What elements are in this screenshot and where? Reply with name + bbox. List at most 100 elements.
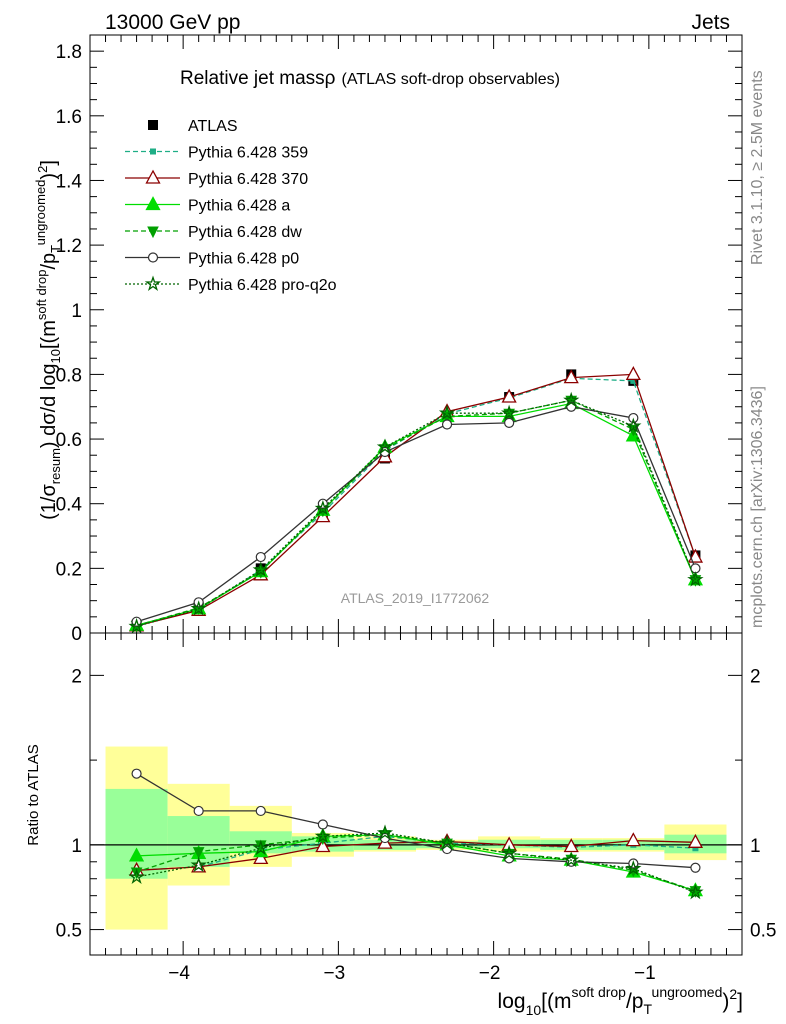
legend-label: Pythia 6.428 p0 (188, 251, 299, 268)
collision-label: 13000 GeV pp (105, 11, 240, 34)
ratio-point-pythia-6-428-pro-q2o (190, 856, 207, 873)
legend: ATLAS Pythia 6.428 359 Pythia 6.428 370 Pyt… (125, 118, 337, 294)
point-pythia-6-428-pro-q2o (252, 561, 269, 577)
ratio-y-tick-label-right: 0.5 (750, 921, 776, 942)
ratio-plot-frame (89, 632, 743, 956)
ratio-point-pythia-6-428-p0 (193, 805, 204, 817)
legend-item-pythia-6-428-359: Pythia 6.428 359 (125, 145, 308, 162)
x-axis-label: log10[(msoft drop/pTungroomed)2] (498, 984, 743, 1018)
ratio-series-pythia-6-428-p0 (131, 768, 701, 873)
rivet-label: Rivet 3.1.10, ≥ 2.5M events (749, 70, 766, 265)
series-line-pythia-6-428-359 (136, 377, 697, 627)
point-pythia-6-428-pro-q2o (563, 391, 580, 408)
x-tick-label: −2 (479, 963, 501, 984)
ratio-point-pythia-6-428-pro-q2o (128, 868, 145, 885)
legend-label: Pythia 6.428 359 (188, 145, 308, 162)
ratio-line-pythia-6-428-pro-q2o (136, 832, 696, 893)
jets-label: Jets (691, 11, 730, 34)
legend-label: Pythia 6.428 a (188, 198, 290, 215)
point-pythia-6-428-359 (630, 377, 637, 384)
point-pythia-6-428-pro-q2o (128, 617, 145, 634)
series-pythia-6-428-pro-q2o (128, 391, 704, 634)
y-tick-label: 1.6 (56, 107, 82, 128)
legend-marker (145, 196, 161, 211)
legend-item-pythia-6-428-a: Pythia 6.428 a (125, 196, 290, 215)
ratio-y-tick-label-right: 2 (750, 666, 761, 687)
legend-marker (147, 226, 159, 239)
ratio-point-pythia-6-428-pro-q2o (438, 834, 456, 851)
x-tick-label: −3 (324, 963, 346, 984)
ratio-point-pythia-6-428-359 (692, 845, 699, 852)
ratio-point-pythia-6-428-p0 (131, 768, 142, 779)
ratio-point-pythia-6-428-370 (625, 832, 641, 847)
legend-label: Pythia 6.428 dw (188, 224, 302, 241)
ratio-point-pythia-6-428-370 (563, 838, 579, 853)
legend-item-pythia-6-428-p0: Pythia 6.428 p0 (125, 251, 299, 268)
main-series-group (128, 366, 704, 634)
ratio-line-pythia-6-428-370 (136, 839, 696, 871)
legend-marker (145, 169, 161, 184)
ratio-point-pythia-6-428-p0 (504, 853, 515, 864)
ratio-line-pythia-6-428-a (136, 834, 696, 892)
point-pythia-6-428-pro-q2o (438, 404, 456, 421)
ratio-point-pythia-6-428-370 (687, 833, 704, 848)
legend-marker (150, 148, 156, 155)
y-axis-label-ratio: Ratio to ATLAS (25, 744, 42, 845)
x-tick-label: −1 (634, 963, 656, 984)
point-pythia-6-428-370 (563, 369, 579, 384)
ratio-point-pythia-6-428-pro-q2o (252, 839, 269, 856)
legend-marker (148, 120, 158, 130)
ratio-point-pythia-6-428-pro-q2o (687, 883, 704, 900)
point-pythia-6-428-p0 (255, 551, 266, 563)
y-tick-label: 1.2 (56, 236, 82, 257)
ratio-point-pythia-6-428-pro-q2o (376, 824, 394, 840)
point-pythia-6-428-p0 (504, 417, 515, 428)
ratio-series-group (128, 768, 704, 900)
mcplots-label: mcplots.cern.ch [arXiv:1306.3436] (749, 386, 766, 628)
point-pythia-6-428-pro-q2o (687, 571, 704, 587)
y-tick-label: 1.4 (56, 171, 83, 192)
y-tick-label: 0.2 (56, 559, 82, 580)
ratio-point-pythia-6-428-pro-q2o (314, 827, 331, 844)
point-pythia-6-428-pro-q2o (625, 417, 642, 434)
y-tick-label: 0 (71, 624, 82, 645)
point-pythia-6-428-pro-q2o (376, 438, 394, 455)
ratio-y-tick-label-right: 1 (750, 836, 761, 857)
ratio-series-pythia-6-428-pro-q2o (128, 824, 704, 900)
y-tick-label: 1 (71, 301, 82, 322)
legend-item-pythia-6-428-dw: Pythia 6.428 dw (125, 224, 302, 241)
ratio-y-tick-label: 0.5 (56, 921, 82, 942)
ratio-y-tick-label: 2 (71, 666, 82, 687)
legend-label: Pythia 6.428 pro-q2o (188, 277, 337, 294)
ratio-point-pythia-6-428-a (128, 847, 145, 862)
y-tick-label: 0.6 (56, 430, 82, 451)
point-pythia-6-428-pro-q2o (314, 500, 331, 516)
point-pythia-6-428-pro-q2o (190, 600, 207, 616)
series-line-pythia-6-428-pro-q2o (136, 399, 697, 628)
ratio-axis-ticks: 0.5 0.5 1 1 2 2 −4 −3 −2 −1 (56, 633, 776, 984)
point-pythia-6-428-pro-q2o (501, 404, 518, 421)
legend-item-pythia-6-428-370: Pythia 6.428 370 (125, 169, 308, 188)
legend-item-atlas: ATLAS (148, 118, 238, 135)
legend-marker (147, 252, 159, 263)
ratio-line-pythia-6-428-p0 (136, 773, 696, 869)
ratio-point-pythia-6-428-pro-q2o (501, 844, 518, 861)
ratio-point-pythia-6-428-370 (315, 838, 331, 853)
y-axis-label-main: (1/σresum) dσ/d log10[(msoft drop/pTungr… (33, 160, 63, 520)
x-tick-label: −4 (168, 963, 190, 984)
legend-label: Pythia 6.428 370 (188, 171, 308, 188)
ratio-point-pythia-6-428-p0 (255, 805, 266, 817)
y-tick-label: 0.4 (56, 495, 83, 516)
series-line-pythia-6-428-p0 (136, 406, 697, 623)
ratio-point-pythia-6-428-370 (253, 850, 269, 865)
legend-marker (144, 275, 162, 291)
ratio-point-pythia-6-428-pro-q2o (625, 860, 642, 876)
legend-label: ATLAS (188, 118, 238, 135)
y-tick-label: 0.8 (56, 365, 82, 386)
series-pythia-6-428-p0 (131, 401, 701, 627)
point-pythia-6-428-p0 (441, 419, 453, 430)
ratio-point-pythia-6-428-pro-q2o (563, 851, 580, 868)
plot-title: Relative jet massρ (ATLAS soft-drop obser… (180, 68, 560, 89)
main-axis-ticks: 0 0.2 0.4 0.6 0.8 1 1.2 1.4 1.6 1.8 (56, 35, 742, 645)
